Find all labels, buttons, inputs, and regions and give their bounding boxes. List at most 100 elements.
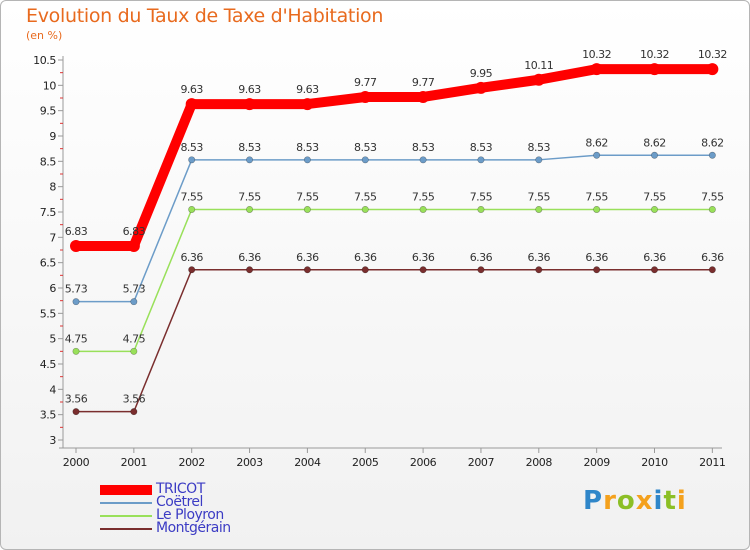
x-tick-label: 2007 [468,456,495,469]
data-point [188,266,196,274]
data-label: 8.53 [296,141,319,154]
data-label: 6.36 [180,251,203,264]
legend-label: Le Ployron [156,507,224,523]
data-point [477,156,485,164]
x-tick-label: 2008 [526,456,553,469]
y-tick-label: 6.5 [40,257,57,270]
data-point [361,205,369,213]
data-label: 4.75 [65,332,88,345]
data-label: 8.53 [180,141,203,154]
data-label: 3.56 [123,393,146,406]
data-label: 5.73 [123,283,146,296]
data-point [535,266,543,274]
data-label: 6.36 [470,251,493,264]
data-point [243,98,256,111]
data-point [303,156,311,164]
data-point [535,156,543,164]
y-tick-label: 8.5 [40,155,57,168]
data-point [477,266,485,274]
data-point [130,408,138,416]
y-tick-label: 8 [49,181,56,194]
data-label: 10.11 [524,59,553,72]
data-label: 8.53 [470,141,493,154]
chart-subtitle: (en %) [26,29,63,42]
legend-swatch [100,528,152,530]
data-label: 7.55 [470,190,493,203]
legend-swatch [100,515,152,517]
data-label: 7.55 [701,190,724,203]
data-point [185,98,198,111]
data-label: 10.32 [698,48,727,61]
y-tick-label: 10 [43,79,57,92]
legend-label: TRICOT [156,481,205,497]
data-label: 9.95 [470,67,493,80]
data-label: 9.63 [180,83,203,96]
legend-label: Montgérain [156,520,231,536]
data-label: 8.53 [412,141,435,154]
series-line [75,154,714,303]
data-label: 7.55 [643,190,666,203]
data-point [130,347,138,355]
x-tick-label: 2002 [178,456,204,469]
x-tick-label: 2010 [641,456,668,469]
data-point [708,205,716,213]
y-tick-label: 10.5 [33,54,56,67]
x-tick-label: 2004 [294,456,321,469]
data-point [72,408,80,416]
data-point [474,81,487,94]
x-tick-label: 2011 [699,456,725,469]
data-label: 8.53 [528,141,551,154]
series-line [75,269,714,413]
data-point [130,298,138,306]
data-label: 6.36 [528,251,551,264]
data-label: 7.55 [180,190,203,203]
x-tick-label: 2003 [236,456,263,469]
data-point [532,73,545,86]
data-label: 6.83 [123,225,146,238]
data-point [361,266,369,274]
data-label: 8.62 [585,136,608,149]
data-point [246,156,254,164]
data-point [419,205,427,213]
legend-swatch [100,502,152,504]
data-label: 8.62 [701,136,724,149]
y-tick-label: 5 [49,333,56,346]
data-label: 8.53 [354,141,377,154]
series-line [71,64,718,251]
data-point [650,266,658,274]
data-label: 6.36 [701,251,724,264]
series-co-trel: 5.73 5.73 8.53 8.53 8.53 8.53 8.53 8.53 8.53 8.62… [65,136,724,306]
data-point [590,63,603,76]
x-tick-label: 2009 [583,456,610,469]
data-label: 6.36 [585,251,608,264]
x-tick-label: 2001 [121,456,147,469]
data-label: 9.63 [296,83,319,96]
x-tick-label: 2000 [63,456,90,469]
data-point [301,98,314,111]
data-label: 4.75 [123,332,146,345]
y-tick-label: 3.5 [40,409,57,422]
y-tick-label: 4.5 [40,358,57,371]
legend-item: Le Ployron [100,507,300,523]
data-point [127,239,140,252]
data-point [246,266,254,274]
series-montg-rain: 3.56 3.56 6.36 6.36 6.36 6.36 6.36 6.36 6.36 6.36… [65,251,725,416]
y-tick-label: 6 [49,282,56,295]
y-tick-label: 5.5 [40,307,57,320]
legend-label: Coëtrel [156,494,203,510]
y-tick-label: 9.5 [40,105,57,118]
y-tick-label: 4 [49,383,56,396]
data-label: 9.77 [412,76,435,89]
proxiti-logo: Proxiti [583,486,687,516]
data-point [359,90,372,103]
data-label: 6.36 [296,251,319,264]
legend-swatch [100,485,152,495]
data-point [188,156,196,164]
data-label: 7.55 [238,190,261,203]
data-point [708,151,716,159]
series-le-ployron: 4.75 4.75 7.55 7.55 7.55 7.55 7.55 7.55 7.55 7.55… [65,190,725,355]
data-label: 6.36 [643,251,666,264]
data-label: 5.73 [65,283,88,296]
series-tricot: 6.83 6.83 9.63 9.63 9.63 9.77 9.77 9.95 10.11 10.… [65,48,727,252]
